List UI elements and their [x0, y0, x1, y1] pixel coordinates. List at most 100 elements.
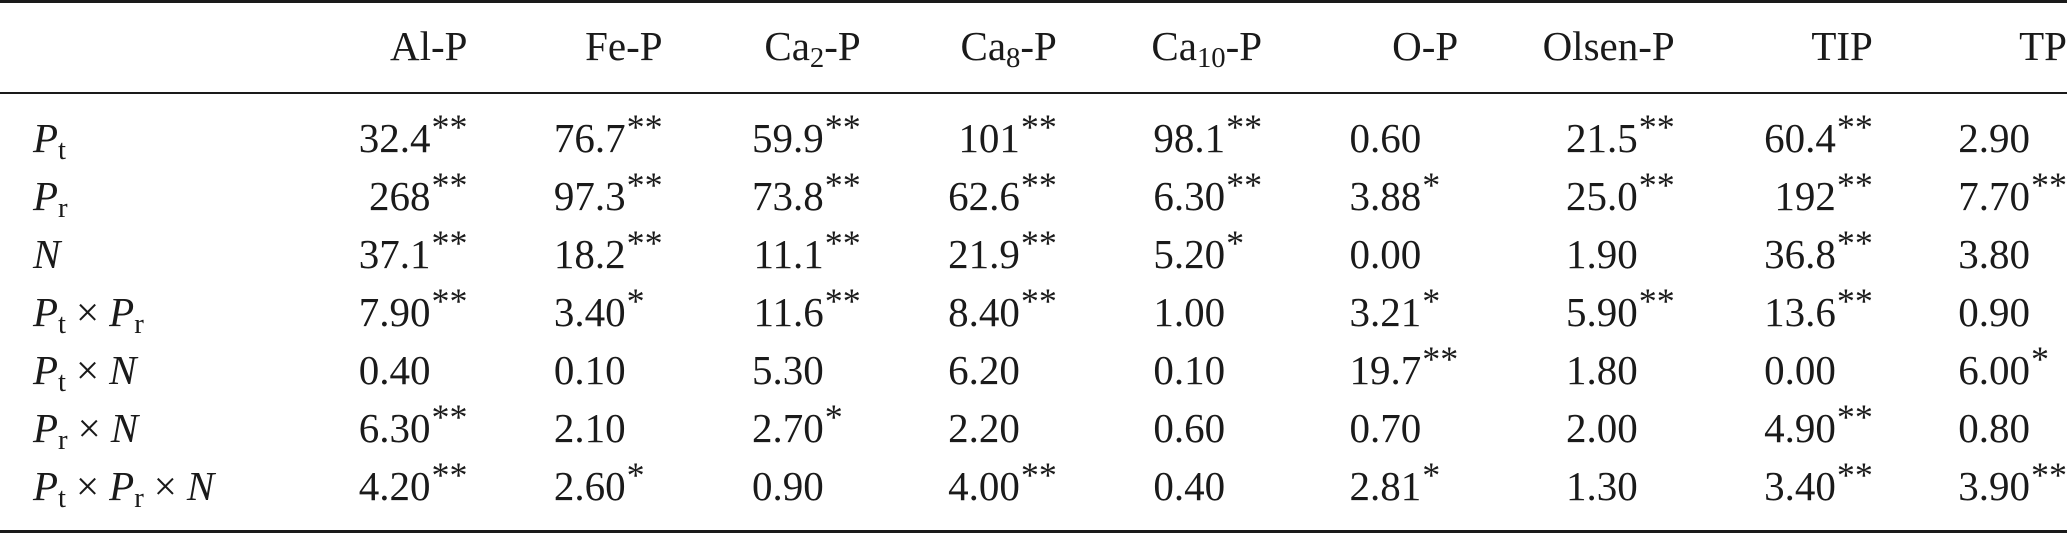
cell-value: 2.81: [1349, 463, 1422, 509]
significance-marker: *: [626, 281, 645, 322]
significance-marker: **: [1226, 165, 1263, 206]
column-header-text: Fe-P: [585, 23, 663, 69]
cell-value: 3.88: [1349, 173, 1422, 219]
table-cell: 0.10: [467, 341, 662, 399]
cell-value: 21.5: [1565, 115, 1638, 161]
column-header-text: O-P: [1392, 23, 1459, 69]
cell-value: 97.3: [553, 173, 626, 219]
table-cell: 0.60: [1057, 399, 1262, 457]
cell-value: 6.20: [948, 347, 1020, 393]
significance-marker: **: [824, 281, 861, 322]
cell-value: 1.80: [1565, 347, 1638, 393]
table-cell: 6.00*: [1873, 339, 2067, 399]
table-cell: 97.3**: [467, 165, 663, 225]
significance-marker: **: [1638, 165, 1675, 206]
column-header-subscript: 8: [1006, 42, 1021, 75]
times-symbol: ×: [76, 347, 100, 393]
cell-value: 3.21: [1349, 289, 1422, 335]
significance-marker: **: [431, 281, 468, 322]
column-header-text: TP: [2019, 23, 2067, 69]
column-header-text: Al-P: [389, 23, 468, 69]
table-row: Pt × Pr 7.90** 3.40* 11.6** 8.40** 1.00 3.21* 5.9…: [0, 281, 2067, 341]
cell-value: 1.30: [1565, 463, 1638, 509]
top-rule: [0, 0, 2067, 3]
table-cell: 8.40**: [861, 281, 1057, 341]
significance-marker: *: [1422, 281, 1441, 322]
table-cell: 0.10: [1057, 341, 1262, 399]
cell-value: 6.30: [358, 405, 431, 451]
significance-marker: *: [1422, 165, 1441, 206]
cell-value: 5.90: [1565, 289, 1638, 335]
factor-symbol: P: [109, 289, 135, 335]
cell-value: 8.40: [948, 289, 1020, 335]
table-cell: 192**: [1675, 165, 1873, 225]
column-header: Fe-P: [467, 0, 662, 92]
cell-value: 1.00: [1153, 289, 1226, 335]
significance-marker: *: [1226, 223, 1245, 264]
table-cell: 101**: [861, 92, 1057, 167]
significance-marker: **: [626, 107, 663, 148]
factor-subscript: t: [58, 482, 67, 515]
table-cell: 25.0**: [1458, 165, 1675, 225]
column-header: Ca8-P: [861, 0, 1056, 92]
cell-value: 0.40: [358, 347, 431, 393]
significance-marker: **: [1422, 339, 1459, 380]
column-header-text: TIP: [1811, 23, 1873, 69]
significance-marker: **: [1020, 455, 1057, 496]
table-cell: 4.90**: [1675, 397, 1873, 457]
cell-value: 0.10: [553, 347, 626, 393]
factor-symbol: N: [186, 463, 215, 509]
significance-marker: *: [824, 397, 843, 438]
column-header-text: Ca: [960, 23, 1007, 69]
cell-value: 4.20: [358, 463, 431, 509]
cell-value: 6.30: [1153, 173, 1226, 219]
cell-value: 0.90: [1958, 289, 2030, 335]
column-header-text: Ca: [1151, 23, 1197, 69]
significance-marker: **: [2031, 455, 2067, 496]
cell-value: 2.90: [1958, 115, 2030, 161]
cell-value: 11.6: [753, 289, 824, 335]
table-cell: 0.60: [1262, 92, 1458, 167]
table-cell: 59.9**: [663, 92, 861, 167]
data-table: Al-P Fe-P Ca2-P Ca8-P Ca10-P O-P Olsen-P TIP TP …: [0, 0, 2067, 515]
cell-value: 5.20: [1153, 231, 1226, 277]
significance-marker: **: [431, 165, 468, 206]
table-cell: 3.80: [1873, 225, 2067, 283]
cell-value: 6.00: [1958, 347, 2030, 393]
row-label: Pt × Pr × N: [0, 457, 279, 515]
significance-marker: *: [1422, 455, 1441, 496]
table-cell: 98.1**: [1057, 92, 1262, 167]
cell-value: 4.00: [948, 463, 1020, 509]
significance-marker: **: [1836, 397, 1873, 438]
cell-value: 36.8: [1764, 231, 1836, 277]
bottom-rule: [0, 530, 2067, 533]
cell-value: 19.7: [1349, 347, 1422, 393]
table-cell: 0.90: [1873, 283, 2067, 341]
cell-value: 0.00: [1349, 231, 1422, 277]
table-cell: 1.30: [1458, 457, 1674, 515]
factor-symbol: N: [109, 347, 137, 393]
significance-marker: **: [1638, 281, 1675, 322]
significance-marker: **: [626, 165, 663, 206]
times-symbol: ×: [76, 463, 100, 509]
factor-symbol: P: [33, 405, 59, 451]
table-cell: 7.70**: [1873, 165, 2067, 225]
table-cell: 2.60*: [467, 455, 662, 515]
significance-marker: **: [1836, 223, 1873, 264]
cell-value: 76.7: [553, 115, 626, 161]
table-row: Pt × N 0.40 0.10 5.30 6.20 0.10 19.7** 1.80 0.00 6.…: [0, 339, 2067, 399]
significance-marker: **: [431, 455, 468, 496]
column-header: Ca10-P: [1057, 0, 1262, 92]
cell-value: 62.6: [948, 173, 1020, 219]
significance-marker: **: [1836, 107, 1873, 148]
table-cell: 3.40**: [1675, 455, 1873, 515]
cell-value: 5.30: [751, 347, 824, 393]
factor-subscript: r: [134, 308, 144, 341]
significance-marker: **: [1638, 107, 1675, 148]
table-cell: 21.5**: [1458, 92, 1675, 167]
cell-value: 2.20: [948, 405, 1020, 451]
significance-marker: **: [431, 397, 468, 438]
row-label: Pt: [0, 92, 279, 167]
column-header-subscript: 10: [1196, 42, 1226, 75]
table-cell: 11.6**: [663, 281, 861, 341]
